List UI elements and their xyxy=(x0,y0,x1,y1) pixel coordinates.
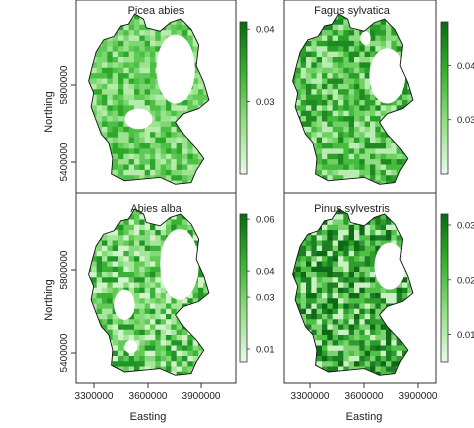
country-border-3 xyxy=(292,208,414,376)
colorbar-3 xyxy=(440,213,449,363)
legend-tick-label: 0.01 xyxy=(256,345,275,356)
legend-tick-label: 0.03 xyxy=(256,97,275,108)
panel-title-3: Pinus sylvestris xyxy=(314,203,390,215)
panel-frame-bottom-right xyxy=(283,192,437,384)
x-tick-label: 3300000 xyxy=(75,391,114,402)
y-tick-label: 5800000 xyxy=(59,65,70,104)
legend-tick-label: 0.04 xyxy=(256,267,275,278)
legend-tick-label: 0.04 xyxy=(256,25,275,36)
country-border-1 xyxy=(292,13,414,185)
panel-title-0: Picea abies xyxy=(128,5,185,17)
colorbar-2 xyxy=(239,213,248,363)
legend-tick-label: 0.03 xyxy=(457,220,474,231)
country-border-0 xyxy=(88,13,210,185)
y-tick-label: 5800000 xyxy=(59,250,70,289)
x-tick-label: 3900000 xyxy=(182,391,221,402)
panel-title-2: Abies alba xyxy=(130,203,182,215)
country-border-2 xyxy=(88,208,210,376)
y-axis-label: Northing xyxy=(43,91,55,133)
x-tick-label: 3600000 xyxy=(129,391,168,402)
colorbar-1 xyxy=(440,21,449,175)
y-tick-label: 5400000 xyxy=(59,333,70,372)
legend-tick-label: 0.06 xyxy=(256,215,275,226)
legend-tick-label: 0.04 xyxy=(457,61,474,72)
species-map-2 xyxy=(88,209,209,376)
x-axis-label: Easting xyxy=(346,411,383,423)
legend-tick-label: 0.01 xyxy=(457,330,474,341)
x-axis-label: Easting xyxy=(130,411,167,423)
species-map-1 xyxy=(292,14,413,185)
species-map-3 xyxy=(292,209,413,376)
x-tick-marks xyxy=(93,383,419,388)
panel-title-1: Fagus sylvatica xyxy=(314,5,391,17)
y-axis-label: Northing xyxy=(43,279,55,321)
legend-tick-label: 0.02 xyxy=(457,275,474,286)
species-map-0 xyxy=(88,14,209,185)
y-tick-marks xyxy=(71,84,76,354)
y-tick-label: 5400000 xyxy=(59,142,70,181)
x-tick-label: 3900000 xyxy=(399,391,438,402)
legend-tick-label: 0.03 xyxy=(457,115,474,126)
colorbar-0 xyxy=(239,21,248,175)
x-tick-label: 3300000 xyxy=(291,391,330,402)
legend-tick-label: 0.03 xyxy=(256,293,275,304)
x-tick-label: 3600000 xyxy=(345,391,384,402)
